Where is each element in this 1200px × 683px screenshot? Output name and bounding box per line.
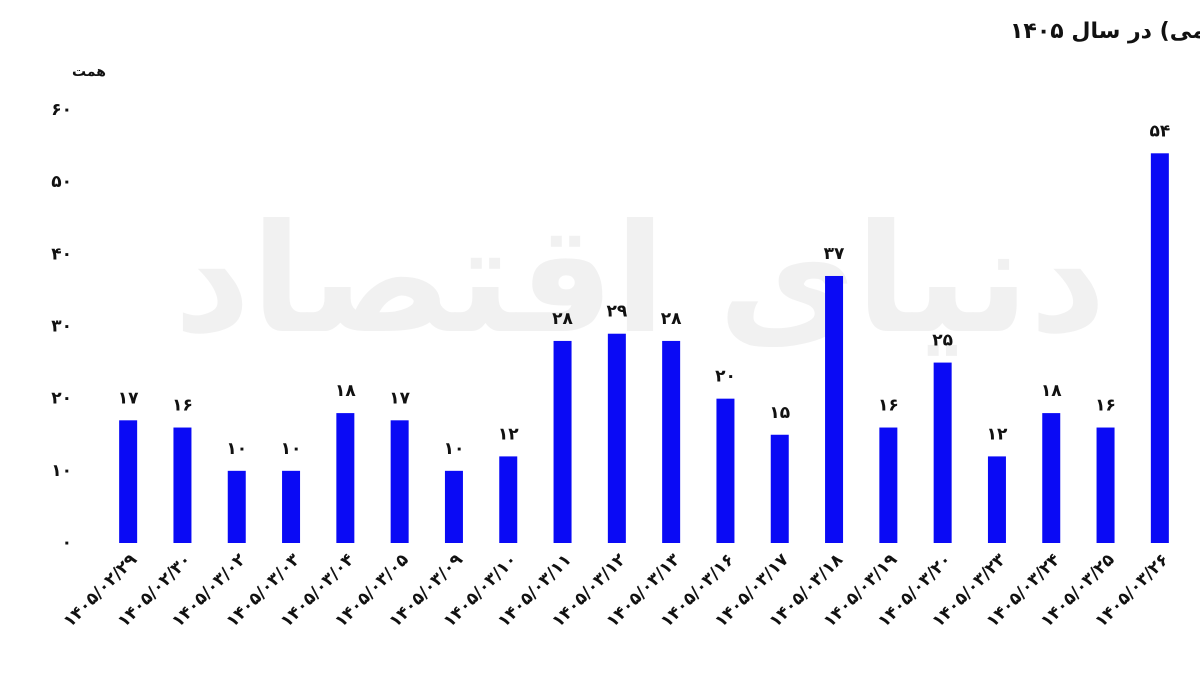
bar: [444, 470, 463, 543]
value-label: ۱۷: [118, 388, 139, 408]
y-tick-label: ۴۰: [51, 244, 72, 264]
value-label: ۱۸: [1041, 381, 1062, 401]
bar: [987, 456, 1006, 543]
bar: [119, 420, 138, 543]
bar: [716, 398, 735, 543]
y-tick-label: ۱۰: [51, 461, 72, 481]
value-label: ۱۵: [769, 403, 790, 423]
bar: [499, 456, 518, 543]
bar: [607, 333, 626, 543]
value-label: ۱۰: [281, 439, 302, 459]
watermark: دنیای اقتصاد: [174, 193, 1107, 367]
value-label: ۱۲: [498, 424, 519, 444]
value-label: ۲۵: [932, 331, 953, 351]
bar: [173, 427, 192, 543]
value-label: ۲۰: [715, 367, 736, 387]
bar: [282, 470, 301, 543]
chart-title: روند ارزش معاملات بازار (سهام، حق تقدم و…: [1010, 19, 1200, 44]
bar: [879, 427, 898, 543]
bar: [1150, 153, 1169, 544]
bar: [1042, 413, 1061, 543]
bar: [770, 434, 789, 543]
y-tick-label: ۵۰: [51, 172, 72, 192]
y-tick-label: ۰: [62, 533, 72, 553]
y-tick-label: ۳۰: [51, 317, 72, 337]
value-label: ۲۸: [552, 309, 573, 329]
value-label: ۱۲: [987, 424, 1008, 444]
bar: [825, 275, 844, 543]
bar: [336, 413, 355, 543]
bar: [390, 420, 409, 543]
bar: [662, 340, 681, 543]
value-label: ۱۶: [1095, 396, 1116, 416]
bar: [553, 340, 572, 543]
value-label: ۳۷: [824, 244, 845, 264]
value-label: ۵۴: [1149, 121, 1170, 141]
value-label: ۱۸: [335, 381, 356, 401]
value-label: ۱۷: [389, 388, 410, 408]
value-label: ۱۶: [172, 396, 193, 416]
bar: [1096, 427, 1115, 543]
value-label: ۲۸: [661, 309, 682, 329]
y-tick-label: ۶۰: [51, 100, 72, 120]
value-label: ۱۶: [878, 396, 899, 416]
bar: [933, 362, 952, 543]
value-label: ۱۰: [226, 439, 247, 459]
y-tick-label: ۲۰: [51, 389, 72, 409]
bar: [227, 470, 246, 543]
y-axis-label: همت: [72, 64, 106, 80]
value-label: ۱۰: [444, 439, 465, 459]
value-label: ۲۹: [606, 302, 627, 322]
